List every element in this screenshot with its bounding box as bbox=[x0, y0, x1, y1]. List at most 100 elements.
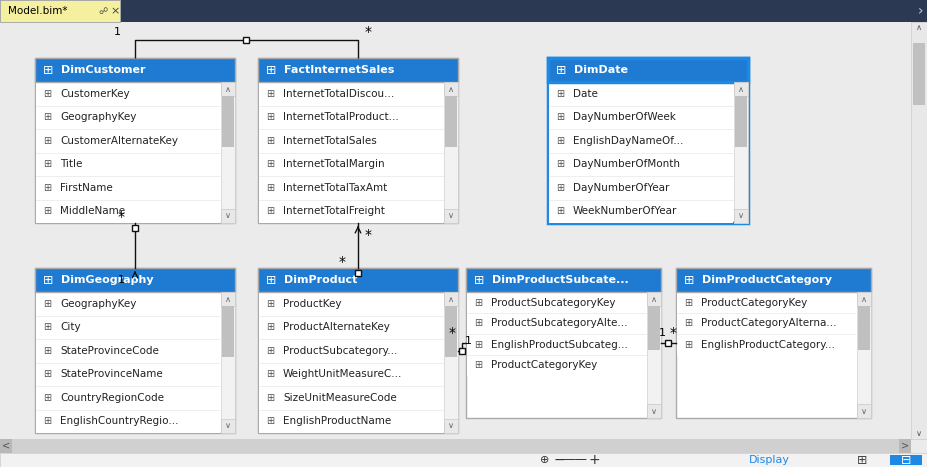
Text: ProductSubcategoryKey: ProductSubcategoryKey bbox=[491, 297, 616, 307]
Text: ∨: ∨ bbox=[448, 422, 454, 431]
Bar bbox=[258, 268, 458, 292]
Bar bbox=[467, 334, 646, 355]
Bar bbox=[36, 339, 220, 362]
Text: ProductCategoryAlterna...: ProductCategoryAlterna... bbox=[701, 318, 836, 328]
Text: *: * bbox=[364, 25, 372, 39]
Text: ⊞: ⊞ bbox=[556, 112, 565, 122]
Text: ⊞: ⊞ bbox=[43, 89, 51, 99]
Bar bbox=[221, 292, 235, 433]
Text: ⊞: ⊞ bbox=[474, 340, 482, 349]
Bar bbox=[0, 439, 911, 453]
Bar bbox=[548, 58, 748, 223]
Bar bbox=[259, 386, 443, 410]
Text: Title: Title bbox=[60, 159, 83, 169]
Bar bbox=[466, 268, 661, 418]
Text: ——: —— bbox=[563, 453, 587, 467]
Text: InternetTotalMargin: InternetTotalMargin bbox=[283, 159, 385, 169]
Bar bbox=[36, 176, 220, 199]
Bar bbox=[221, 419, 235, 433]
Bar bbox=[36, 82, 220, 106]
Text: ⊞: ⊞ bbox=[556, 183, 565, 193]
Text: DimGeography: DimGeography bbox=[61, 275, 154, 285]
Bar bbox=[36, 362, 220, 386]
Text: ×: × bbox=[110, 6, 120, 16]
Text: ⊞: ⊞ bbox=[556, 89, 565, 99]
Text: StateProvinceName: StateProvinceName bbox=[60, 369, 163, 379]
Bar bbox=[0, 453, 927, 467]
Text: ∧: ∧ bbox=[651, 295, 657, 304]
Text: ⊞: ⊞ bbox=[43, 274, 54, 286]
Bar bbox=[259, 292, 443, 316]
Text: ⊞: ⊞ bbox=[43, 299, 51, 309]
Text: ∧: ∧ bbox=[225, 295, 231, 304]
Text: ProductSubcategory...: ProductSubcategory... bbox=[283, 346, 398, 356]
Text: ⊞: ⊞ bbox=[266, 136, 274, 146]
Text: ⊞: ⊞ bbox=[266, 346, 274, 356]
Text: ⊞: ⊞ bbox=[43, 369, 51, 379]
Text: ⊞: ⊞ bbox=[43, 416, 51, 426]
Text: *: * bbox=[118, 210, 124, 224]
Text: ∨: ∨ bbox=[225, 422, 231, 431]
Text: ⊞: ⊞ bbox=[266, 159, 274, 169]
Bar bbox=[444, 209, 458, 223]
Text: ⊞: ⊞ bbox=[266, 299, 274, 309]
Bar bbox=[857, 292, 871, 418]
Text: *: * bbox=[449, 326, 455, 340]
Text: ☍: ☍ bbox=[98, 7, 108, 15]
Bar bbox=[647, 292, 661, 306]
Bar bbox=[444, 82, 458, 96]
Text: ∨: ∨ bbox=[738, 212, 744, 220]
Bar bbox=[549, 82, 733, 106]
Bar bbox=[549, 153, 733, 176]
Text: InternetTotalDiscou...: InternetTotalDiscou... bbox=[283, 89, 394, 99]
Bar bbox=[648, 306, 660, 350]
Text: InternetTotalProduct...: InternetTotalProduct... bbox=[283, 112, 399, 122]
Text: *: * bbox=[364, 228, 372, 242]
Text: +: + bbox=[589, 453, 601, 467]
Bar bbox=[36, 153, 220, 176]
Bar bbox=[647, 404, 661, 418]
Bar bbox=[259, 82, 443, 106]
Text: ⊞: ⊞ bbox=[266, 369, 274, 379]
Bar bbox=[735, 96, 747, 147]
Text: ProductSubcategoryAlte...: ProductSubcategoryAlte... bbox=[491, 318, 628, 328]
Text: DimProduct: DimProduct bbox=[284, 275, 358, 285]
Text: DimDate: DimDate bbox=[574, 65, 628, 75]
Text: ⊞: ⊞ bbox=[474, 318, 482, 328]
Text: DimCustomer: DimCustomer bbox=[61, 65, 146, 75]
Bar bbox=[36, 106, 220, 129]
Text: ∧: ∧ bbox=[916, 23, 922, 33]
Bar bbox=[857, 292, 871, 306]
Bar bbox=[911, 22, 927, 439]
Bar bbox=[36, 199, 220, 223]
Text: ∧: ∧ bbox=[225, 85, 231, 93]
Text: ⊞: ⊞ bbox=[474, 361, 482, 370]
Bar bbox=[259, 153, 443, 176]
Bar bbox=[677, 313, 856, 334]
Text: ›: › bbox=[919, 4, 923, 18]
Bar bbox=[259, 106, 443, 129]
Text: ⊞: ⊞ bbox=[266, 64, 276, 77]
Text: ⊞: ⊞ bbox=[43, 393, 51, 403]
Text: Model.bim*: Model.bim* bbox=[8, 6, 68, 16]
Text: ⊞: ⊞ bbox=[43, 183, 51, 193]
Text: ⊞: ⊞ bbox=[43, 136, 51, 146]
Text: ⊞: ⊞ bbox=[43, 112, 51, 122]
Text: CustomerAlternateKey: CustomerAlternateKey bbox=[60, 136, 178, 146]
Text: >: > bbox=[901, 441, 909, 451]
Text: *: * bbox=[669, 326, 677, 340]
Bar bbox=[549, 129, 733, 153]
Bar bbox=[734, 82, 748, 223]
Bar bbox=[444, 82, 458, 223]
Text: ∧: ∧ bbox=[448, 85, 454, 93]
Text: CustomerKey: CustomerKey bbox=[60, 89, 130, 99]
Bar bbox=[221, 82, 235, 96]
Text: ProductAlternateKey: ProductAlternateKey bbox=[283, 322, 390, 332]
Bar bbox=[36, 386, 220, 410]
Text: ∧: ∧ bbox=[738, 85, 744, 93]
Bar bbox=[444, 419, 458, 433]
Text: ⊞: ⊞ bbox=[43, 159, 51, 169]
Text: WeekNumberOfYear: WeekNumberOfYear bbox=[573, 206, 678, 216]
Bar bbox=[444, 292, 458, 433]
Text: WeightUnitMeasureC...: WeightUnitMeasureC... bbox=[283, 369, 402, 379]
